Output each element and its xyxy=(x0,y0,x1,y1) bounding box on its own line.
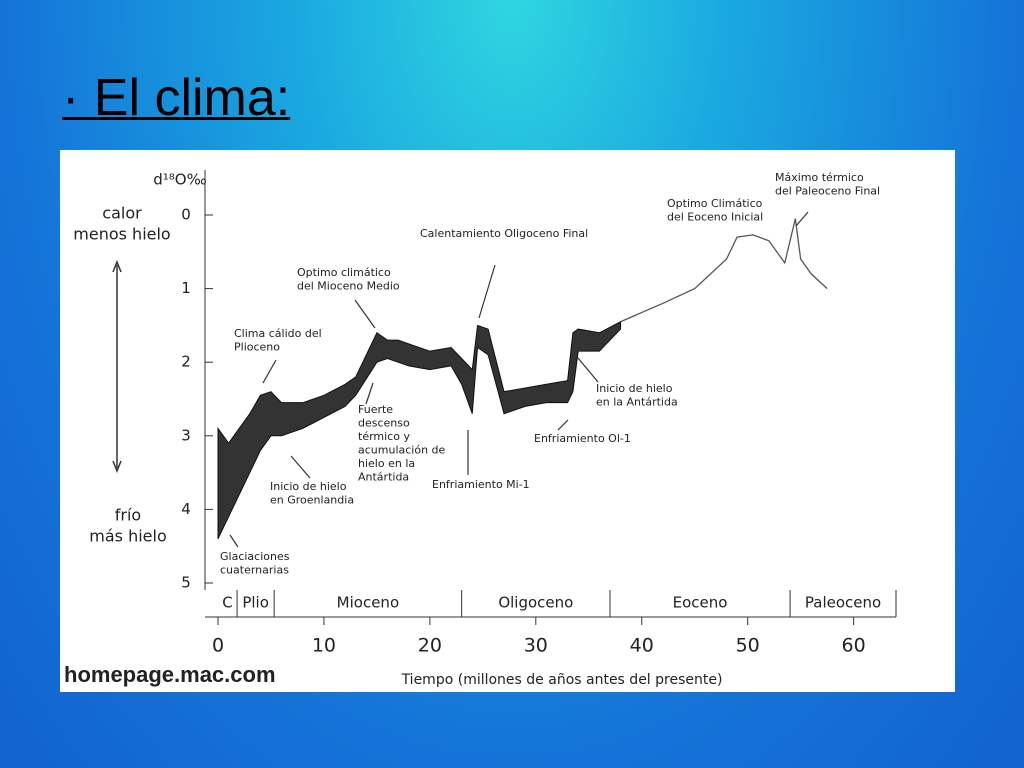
x-tick-label: 0 xyxy=(212,635,224,657)
band xyxy=(217,320,622,540)
annotation-arrow xyxy=(577,357,599,383)
annotation-arrow xyxy=(557,419,569,431)
source: homepage.mac.com xyxy=(64,662,276,687)
annotation: del Paleoceno Final xyxy=(775,185,880,198)
chart-background xyxy=(60,150,955,692)
annotation: Calentamiento Oligoceno Final xyxy=(420,227,588,240)
annotation: Optimo Climático xyxy=(667,197,763,210)
annotation: Clima cálido del xyxy=(234,327,322,340)
annotation-arrow xyxy=(795,211,809,227)
annotation: Fuerte xyxy=(358,403,393,416)
line xyxy=(620,218,828,323)
annotation: cuaternarias xyxy=(220,564,289,577)
epoch-label: Plio xyxy=(242,594,269,612)
x-tick-label: 60 xyxy=(842,635,866,657)
annotation-arrow xyxy=(478,264,496,319)
x-tick-label: 40 xyxy=(630,635,654,657)
y-top-label: calor xyxy=(102,204,142,223)
annotation: Antártida xyxy=(358,471,409,484)
epoch-label: Oligoceno xyxy=(498,594,573,612)
epoch-label: Eoceno xyxy=(673,594,728,612)
y-bottom-label: más hielo xyxy=(89,527,166,546)
annotation-arrow xyxy=(290,455,311,479)
annotation-arrow xyxy=(229,534,239,548)
annotation: acumulación de xyxy=(358,444,446,457)
annotation: del Mioceno Medio xyxy=(297,280,400,293)
annotation: térmico y xyxy=(358,430,410,443)
annotation-arrow xyxy=(354,299,376,329)
y-tick-label: 1 xyxy=(181,279,191,297)
annotation: en la Antártida xyxy=(596,396,678,409)
annotation: Inicio de hielo xyxy=(596,382,673,395)
annotation: descenso xyxy=(358,417,410,430)
annotation-arrow xyxy=(365,382,374,405)
annotation: hielo en la xyxy=(358,457,415,470)
annotation-arrow xyxy=(262,359,277,384)
annotation: Inicio de hielo xyxy=(270,480,347,493)
slide-title: · El clima: xyxy=(62,69,291,127)
annotation: Optimo climático xyxy=(297,266,391,279)
epoch-label: C xyxy=(222,594,232,612)
annotation: Enfriamiento Ol-1 xyxy=(534,432,631,445)
y-tick-label: 0 xyxy=(181,206,191,224)
y-bottom-label: frío xyxy=(115,506,141,525)
y-tick-label: 4 xyxy=(181,500,191,518)
annotation: Máximo térmico xyxy=(775,171,864,184)
y-label: d¹⁸O‰ xyxy=(153,171,206,189)
y-tick-label: 3 xyxy=(181,426,191,444)
x-label: Tiempo (millones de años antes del prese… xyxy=(401,672,723,688)
y-arrow-heads xyxy=(112,259,122,474)
annotation: en Groenlandia xyxy=(270,494,354,507)
y-tick-label: 2 xyxy=(181,353,191,371)
y-tick-label: 5 xyxy=(181,574,191,592)
annotation: del Eoceno Inicial xyxy=(667,211,763,224)
x-tick-label: 30 xyxy=(524,635,548,657)
x-tick-label: 50 xyxy=(736,635,760,657)
epoch-label: Paleoceno xyxy=(805,594,881,612)
epoch-label: Mioceno xyxy=(337,594,399,612)
x-tick-label: 20 xyxy=(418,635,442,657)
annotation: Glaciaciones xyxy=(220,550,290,563)
x-tick-label: 10 xyxy=(312,635,336,657)
annotation: Enfriamiento Mi-1 xyxy=(432,478,530,491)
y-top-label: menos hielo xyxy=(73,225,170,244)
annotation: Plioceno xyxy=(234,341,280,354)
